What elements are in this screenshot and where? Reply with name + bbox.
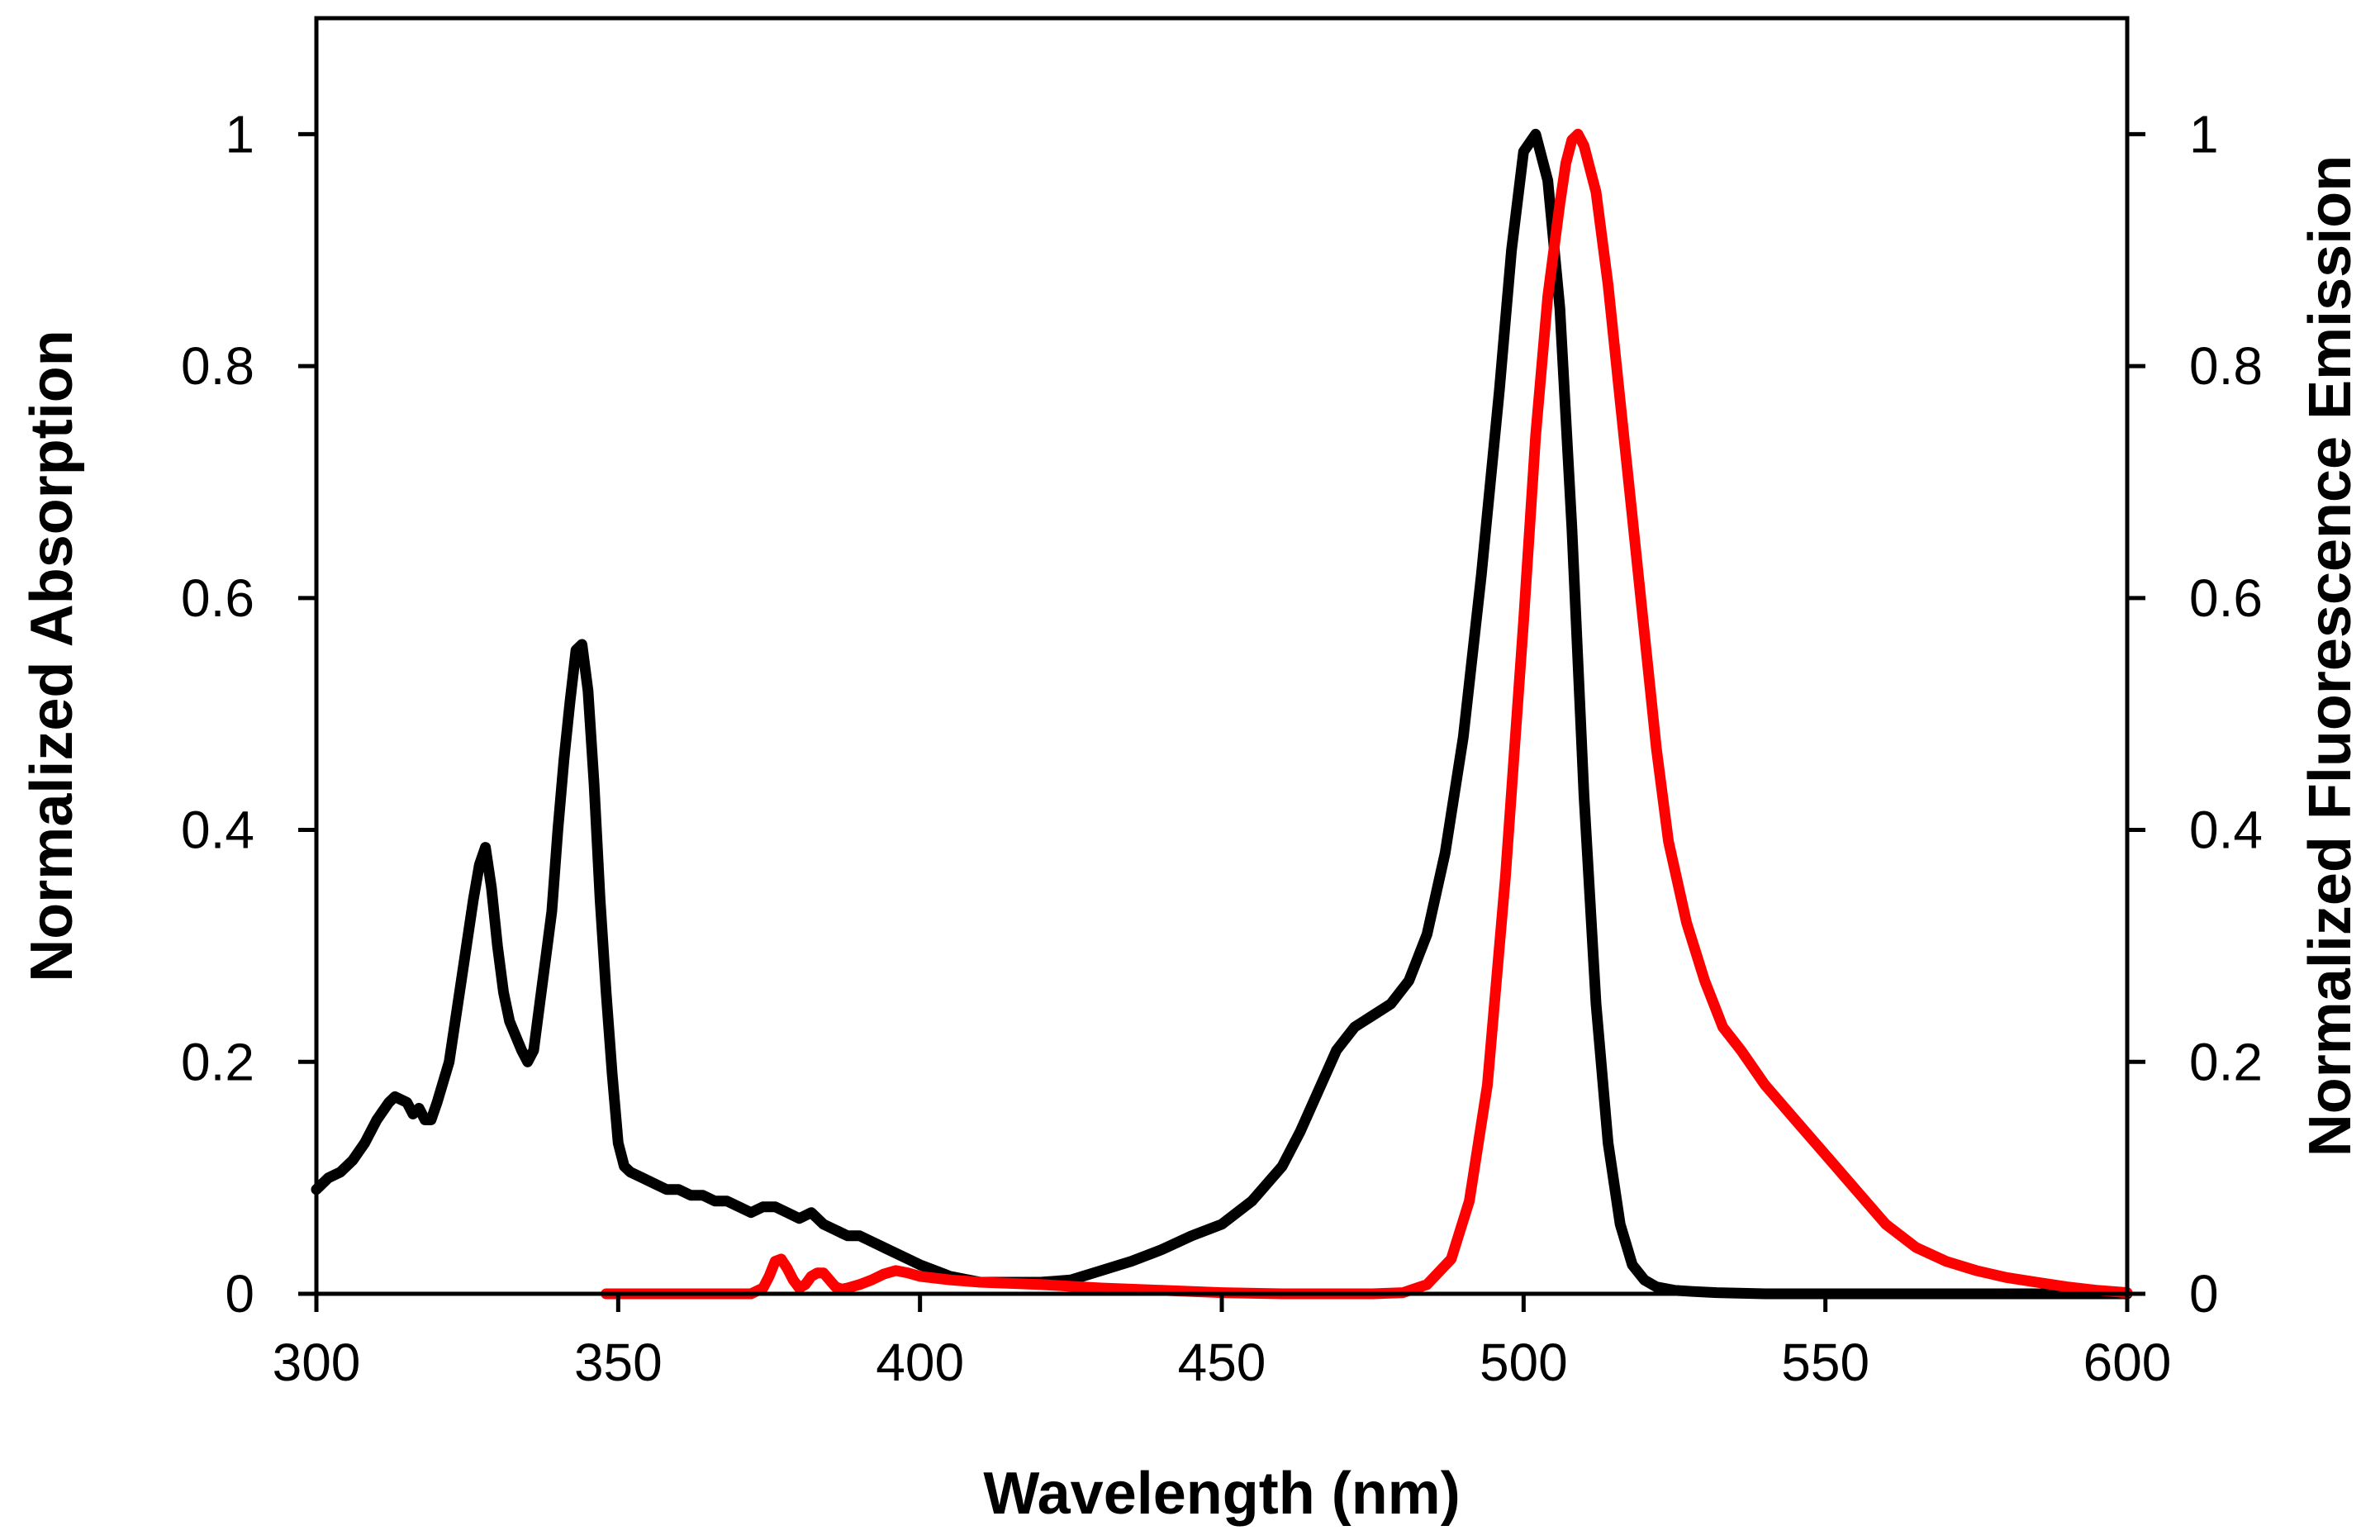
x-tick-label: 550 bbox=[1781, 1333, 1869, 1392]
series-layer bbox=[311, 128, 2133, 1300]
y-tick-label: 0.8 bbox=[181, 336, 254, 396]
y-axis-title: Normalized Absorption bbox=[19, 330, 85, 982]
x-tick-label: 400 bbox=[876, 1333, 964, 1392]
x-tick-label: 500 bbox=[1480, 1333, 1568, 1392]
y-tick-label: 0.4 bbox=[181, 801, 254, 860]
y2-tick-label: 0.8 bbox=[2189, 336, 2263, 396]
x-tick-label: 450 bbox=[1178, 1333, 1266, 1392]
absorption-line bbox=[311, 128, 2133, 1300]
y-tick-label: 1 bbox=[225, 104, 254, 164]
x-tick-label: 350 bbox=[574, 1333, 663, 1392]
y2-axis-title: Normalized Fluorescence Emission bbox=[2297, 155, 2363, 1157]
y2-tick-label: 0.2 bbox=[2189, 1032, 2263, 1091]
y-tick-label: 0.2 bbox=[181, 1032, 254, 1091]
y-tick-label: 0 bbox=[225, 1264, 254, 1324]
x-tick-label: 600 bbox=[2083, 1333, 2172, 1392]
ticks-layer: 300 350 400 450 500 550 600 0 0.2 0.4 0.6 0.8 1 0 0.2 0… bbox=[181, 104, 2263, 1392]
x-axis-title: Wavelength (nm) bbox=[983, 1461, 1460, 1527]
y2-tick-label: 0.6 bbox=[2189, 568, 2263, 628]
y2-tick-label: 0.4 bbox=[2189, 801, 2263, 860]
y2-tick-label: 1 bbox=[2189, 104, 2219, 164]
y-tick-label: 0.6 bbox=[181, 568, 254, 628]
x-tick-label: 300 bbox=[273, 1333, 361, 1392]
fluorescence-emission-line bbox=[601, 128, 2133, 1300]
y2-tick-label: 0 bbox=[2189, 1264, 2219, 1324]
